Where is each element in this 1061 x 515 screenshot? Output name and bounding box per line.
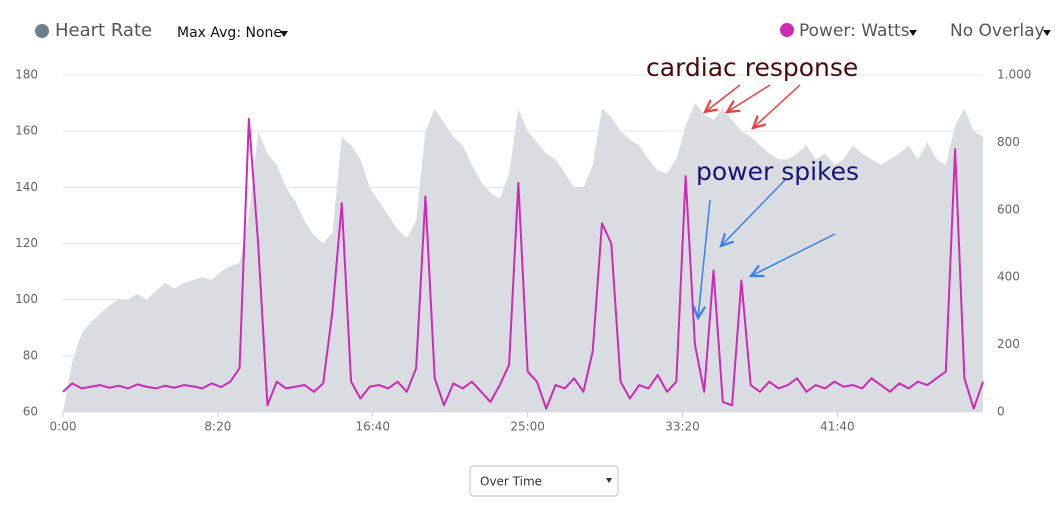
annotation: cardiac response — [646, 53, 858, 82]
x-tick-label: 25:00 — [510, 420, 545, 434]
legend-label[interactable]: Heart Rate — [55, 20, 152, 41]
x-tick-label: 41:40 — [820, 420, 855, 434]
y2-tick-label: 1.000 — [997, 68, 1031, 82]
y-tick-label: 140 — [15, 180, 38, 194]
view-select[interactable] — [469, 465, 619, 497]
x-tick-label: 0:00 — [50, 420, 77, 434]
arrow — [721, 179, 786, 246]
y-tick-label: 60 — [23, 405, 38, 419]
dropdown-caret[interactable] — [280, 31, 288, 37]
y2-tick-label: 400 — [997, 270, 1020, 284]
dropdown-caret[interactable] — [909, 30, 917, 36]
arrow — [727, 84, 771, 112]
y-tick-label: 120 — [15, 236, 38, 250]
y-tick-label: 180 — [15, 68, 38, 82]
y2-tick-label: 600 — [997, 202, 1020, 216]
arrow — [698, 199, 711, 318]
y-tick-label: 100 — [15, 292, 38, 306]
y2-tick-label: 800 — [997, 135, 1020, 149]
power-line — [62, 117, 984, 410]
x-tick-label: 33:20 — [665, 420, 700, 434]
overlay-control[interactable]: No Overlay — [950, 21, 1045, 41]
legend-label[interactable]: Power: Watts — [799, 21, 910, 41]
arrow — [751, 233, 836, 276]
y-tick-label: 80 — [23, 348, 38, 362]
max-avg-control[interactable]: Max Avg: None — [177, 25, 282, 41]
y-tick-label: 160 — [15, 124, 38, 138]
plot-area: 60 80 100 120 140 160 180 0 200 400 600 800 1.000 0:0… — [15, 68, 1031, 434]
annotation: power spikes — [696, 157, 859, 186]
arrow — [753, 84, 801, 128]
dropdown-caret[interactable] — [1043, 30, 1051, 36]
legend-swatch[interactable] — [35, 24, 49, 38]
view-select-label[interactable]: Over Time — [480, 475, 542, 489]
x-tick-label: 8:20 — [204, 420, 231, 434]
arrow — [705, 84, 741, 112]
dropdown-caret[interactable] — [606, 478, 612, 483]
x-tick-label: 16:40 — [355, 420, 390, 434]
legend-swatch[interactable] — [780, 23, 794, 37]
y2-tick-label: 200 — [997, 337, 1020, 351]
y2-tick-label: 0 — [997, 405, 1005, 419]
